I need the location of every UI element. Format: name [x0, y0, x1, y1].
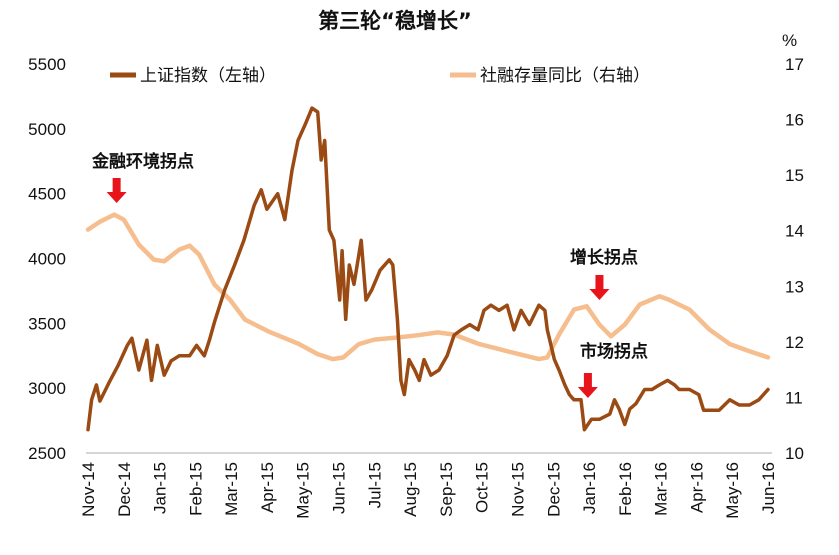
- x-tick-label: Apr-16: [687, 462, 706, 513]
- legend-label-tsf: 社融存量同比（右轴）: [480, 66, 650, 86]
- down-arrow-icon: [589, 275, 610, 300]
- x-tick-label: Jun-15: [330, 462, 349, 514]
- x-tick-label: Dec-15: [544, 462, 563, 517]
- right-tick-label: 15: [785, 166, 804, 185]
- left-tick-label: 5000: [28, 120, 66, 139]
- right-axis-unit: %: [782, 31, 797, 50]
- down-arrow-icon: [106, 178, 127, 203]
- right-tick-label: 10: [785, 444, 804, 463]
- right-tick-label: 13: [785, 277, 804, 296]
- x-tick-label: Nov-14: [79, 462, 98, 517]
- left-axis: 2500 3000 3500 4000 4500 5000 5500: [28, 55, 66, 463]
- x-tick-label: May-15: [294, 462, 313, 519]
- left-tick-label: 3500: [28, 314, 66, 333]
- right-tick-label: 17: [785, 55, 804, 74]
- annotation-market-turning-point: 市场拐点: [580, 341, 648, 362]
- x-tick-label: Jan-15: [151, 462, 170, 514]
- annotations: 金融环境拐点 增长拐点 市场拐点: [91, 151, 648, 398]
- x-tick-label: Aug-15: [401, 462, 420, 517]
- x-tick-label: Mar-16: [652, 462, 671, 516]
- legend-label-shanghai: 上证指数（左轴）: [140, 66, 276, 86]
- x-tick-label: Nov-15: [508, 462, 527, 517]
- x-tick-label: Mar-15: [222, 462, 241, 516]
- left-tick-label: 2500: [28, 444, 66, 463]
- left-tick-label: 4500: [28, 185, 66, 204]
- left-tick-label: 3000: [28, 379, 66, 398]
- x-tick-label: Oct-15: [473, 462, 492, 513]
- right-tick-label: 12: [785, 333, 804, 352]
- x-tick-label: Jul-15: [365, 462, 384, 508]
- x-tick-label: Feb-15: [186, 462, 205, 516]
- x-axis: Nov-14 Dec-14 Jan-15 Feb-15 Mar-15 Apr-15 May-…: [79, 462, 778, 519]
- tsf-yoy-line: [85, 212, 771, 362]
- annotation-growth-turning-point: 增长拐点: [570, 247, 638, 268]
- x-tick-label: Feb-16: [616, 462, 635, 516]
- legend: 上证指数（左轴） 社融存量同比（右轴）: [110, 66, 650, 86]
- x-tick-label: May-16: [723, 462, 742, 519]
- chart-title: 第三轮“稳增长”: [318, 9, 472, 33]
- left-tick-label: 5500: [28, 55, 66, 74]
- right-tick-label: 11: [785, 388, 803, 407]
- x-tick-label: Jun-16: [759, 462, 778, 514]
- right-tick-label: 14: [785, 222, 804, 241]
- down-arrow-icon: [577, 373, 598, 398]
- x-tick-label: Jan-16: [580, 462, 599, 514]
- annotation-financial-turning-point: 金融环境拐点: [91, 151, 194, 172]
- series-group: [85, 106, 771, 432]
- left-tick-label: 4000: [28, 250, 66, 269]
- x-tick-label: Apr-15: [258, 462, 277, 513]
- shanghai-index-line: [86, 106, 770, 432]
- right-axis: 10 11 12 13 14 15 16 17: [785, 55, 804, 463]
- x-tick-label: Sep-15: [437, 462, 456, 517]
- x-tick-label: Dec-14: [115, 462, 134, 517]
- right-tick-label: 16: [785, 111, 804, 130]
